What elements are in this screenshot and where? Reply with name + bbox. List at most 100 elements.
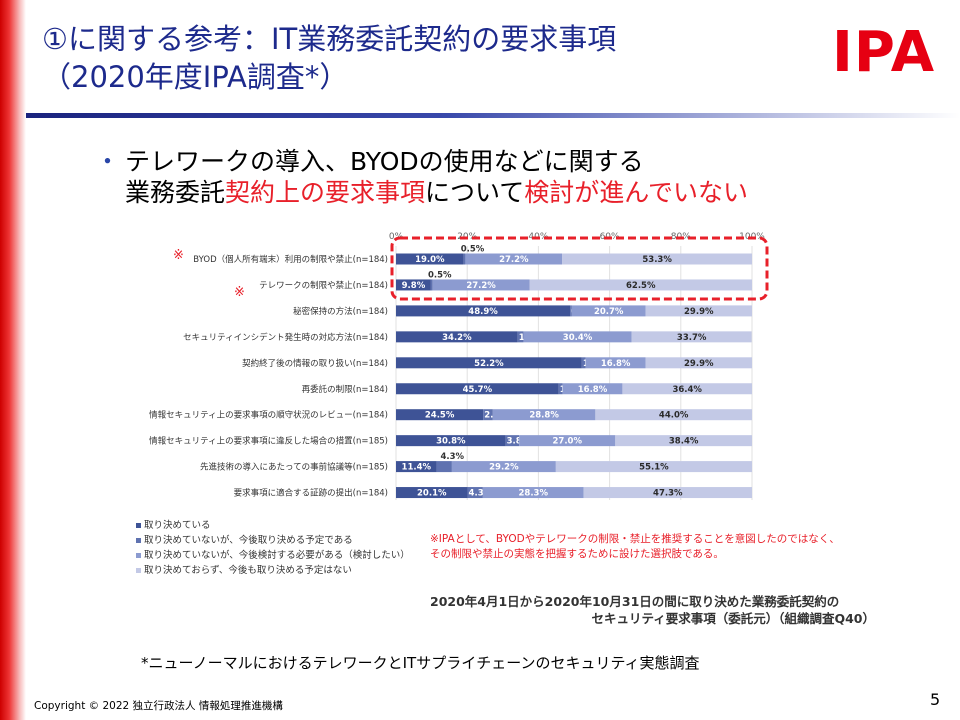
page-title: ①に関する参考：IT業務委託契約の要求事項 （2020年度IPA調査*） xyxy=(42,20,616,96)
data-label: 24.5% xyxy=(425,411,455,421)
bar-segment xyxy=(581,357,586,369)
category-label: テレワークの制限や禁止(n=184) xyxy=(259,280,388,291)
data-label: 34.2% xyxy=(442,333,472,343)
chart-note: ※IPAとして、BYODやテレワークの制限・禁止を推奨することを意図したのではな… xyxy=(430,532,840,562)
bar-segment xyxy=(645,305,752,317)
data-label: 16.8% xyxy=(601,359,631,369)
ipa-logo: IPA xyxy=(832,20,936,85)
title-divider xyxy=(26,113,960,118)
category-label: BYOD（個人所有端末）利用の制限や禁止(n=184) xyxy=(193,254,388,265)
bar-segment xyxy=(483,409,493,421)
bullet-text-c: について xyxy=(425,178,525,207)
data-label: 9.8% xyxy=(402,281,426,291)
bar-segment xyxy=(615,435,752,447)
legend-item: 取り決めている xyxy=(136,518,410,533)
data-label: 36.4% xyxy=(672,385,702,395)
category-label: 先進技術の導入にあたっての事前協議等(n=185) xyxy=(200,462,388,473)
bar-segment xyxy=(396,435,506,447)
data-label: 29.9% xyxy=(684,307,714,317)
page-number: 5 xyxy=(930,690,941,709)
page-title-line2: （2020年度IPA調査*） xyxy=(42,60,349,94)
data-label: 3.8% xyxy=(507,437,531,447)
data-label: 38.4% xyxy=(669,437,699,447)
chart-source: 2020年4月1日から2020年10月31日の間に取り決めた業務委託契約の セキ… xyxy=(430,593,875,627)
data-label: 0.5% xyxy=(461,245,485,255)
bar-segment xyxy=(562,383,623,395)
category-label: 要求事項に適合する証跡の提出(n=184) xyxy=(234,488,388,499)
footnote: *ニューノーマルにおけるテレワークとITサプライチェーンのセキュリティ実態調査 xyxy=(141,654,700,672)
legend-swatch xyxy=(136,523,141,528)
bar-segment xyxy=(622,383,752,395)
bar-segment xyxy=(396,279,431,291)
bullet-emphasis-not-progressing: 検討が進んでいない xyxy=(524,178,749,207)
bar-segment xyxy=(396,383,559,395)
note-mark-telework: ※ xyxy=(234,285,245,300)
data-label: 4.3% xyxy=(440,452,464,462)
bar-segment xyxy=(570,305,572,317)
bar-segment xyxy=(645,357,752,369)
data-label: 52.2% xyxy=(474,359,504,369)
data-label: 30.8% xyxy=(436,437,466,447)
data-label: 47.3% xyxy=(653,489,683,499)
bar-segment xyxy=(396,357,582,369)
data-label: 28.3% xyxy=(518,489,548,499)
data-label: 29.2% xyxy=(489,463,519,473)
bar-segment xyxy=(631,331,752,343)
bullet-point: ・ テレワークの導入、BYODの使用などに関する 業務委託契約上の要求事項につい… xyxy=(95,146,748,208)
bar-segment xyxy=(529,279,752,291)
bar-segment xyxy=(482,487,584,499)
bar-segment xyxy=(585,357,646,369)
legend-item: 取り決めていないが、今後取り決める予定である xyxy=(136,533,410,548)
bullet-line1: テレワークの導入、BYODの使用などに関する xyxy=(125,147,644,176)
bar-segment xyxy=(396,253,464,265)
bar-segment xyxy=(396,461,437,473)
category-label: セキュリティインシデント発生時の対応方法(n=184) xyxy=(183,332,388,343)
category-label: 情報セキュリティ上の要求事項に違反した場合の措置(n=185) xyxy=(149,436,388,447)
bar-segment xyxy=(396,331,518,343)
data-label: 20.1% xyxy=(417,489,447,499)
category-label: 契約終了後の情報の取り扱い(n=184) xyxy=(242,358,388,369)
bullet-line2: 業務委託契約上の要求事項について検討が進んでいない xyxy=(95,177,748,208)
data-label: 29.9% xyxy=(684,359,714,369)
bar-segment xyxy=(555,461,752,473)
bar-segment xyxy=(465,253,563,265)
bar-segment xyxy=(396,305,571,317)
data-label: 30.4% xyxy=(563,333,593,343)
data-label: 20.7% xyxy=(594,307,624,317)
chart-legend: 取り決めている 取り決めていないが、今後取り決める予定である 取り決めていないが… xyxy=(136,518,410,578)
bar-segment xyxy=(517,331,524,343)
data-label: 44.0% xyxy=(659,411,689,421)
bullet-marker: ・ xyxy=(95,147,121,176)
bar-segment xyxy=(432,279,530,291)
data-label: 62.5% xyxy=(626,281,656,291)
bar-segment xyxy=(595,409,752,421)
data-label: 19.0% xyxy=(415,255,445,265)
copyright: Copyright © 2022 独立行政法人 情報処理推進機構 xyxy=(34,700,283,712)
data-label: 33.7% xyxy=(677,333,707,343)
bar-segment xyxy=(562,253,752,265)
bar-segment xyxy=(519,435,616,447)
legend-swatch xyxy=(136,553,141,558)
legend-swatch xyxy=(136,538,141,543)
note-mark-byod: ※ xyxy=(173,248,184,263)
data-label: 48.9% xyxy=(468,307,498,317)
legend-item: 取り決めていないが、今後検討する必要がある（検討したい） xyxy=(136,548,410,563)
bar-segment xyxy=(463,253,466,265)
chart-note-line2: その制限や禁止の実態を把握するために設けた選択肢である。 xyxy=(430,548,724,560)
legend-item: 取り決めておらず、今後も取り決める予定はない xyxy=(136,563,410,578)
legend-label: 取り決めている xyxy=(144,520,211,531)
data-label: 0.5% xyxy=(428,270,452,280)
data-label: 55.1% xyxy=(639,463,669,473)
page-title-line1: ①に関する参考：IT業務委託契約の要求事項 xyxy=(42,22,617,56)
data-label: 45.7% xyxy=(463,385,493,395)
bar-segment xyxy=(523,331,632,343)
bar-segment xyxy=(430,279,433,291)
legend-label: 取り決めておらず、今後も取り決める予定はない xyxy=(144,565,352,576)
legend-swatch xyxy=(136,568,141,573)
category-label: 秘密保持の方法(n=184) xyxy=(293,306,388,317)
bar-segment xyxy=(571,305,646,317)
legend-label: 取り決めていないが、今後取り決める予定である xyxy=(144,535,353,546)
data-label: 11.4% xyxy=(402,463,432,473)
data-label: 27.2% xyxy=(466,281,496,291)
bar-segment xyxy=(467,487,483,499)
